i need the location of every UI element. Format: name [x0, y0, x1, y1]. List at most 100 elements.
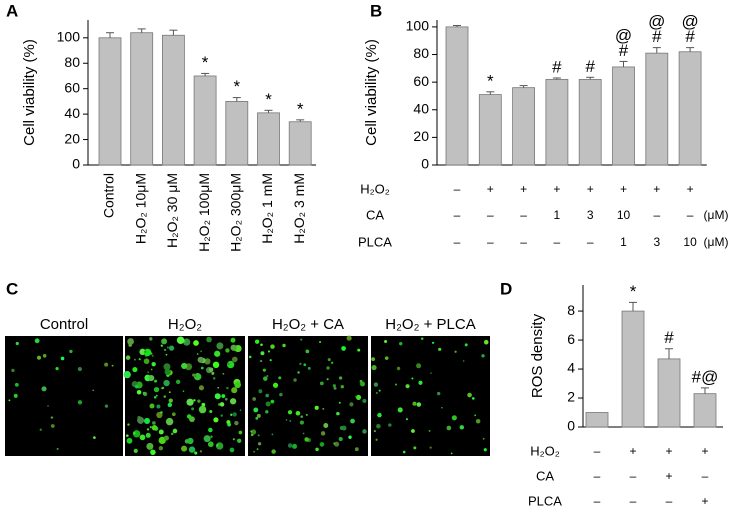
- cell: [265, 410, 269, 414]
- cell: [420, 337, 424, 340]
- bar: [257, 112, 280, 166]
- cell: [378, 389, 381, 392]
- cell: [142, 391, 146, 395]
- bar: [193, 75, 217, 166]
- cell: [355, 394, 362, 400]
- cell: [239, 409, 242, 412]
- row-cell: +: [665, 444, 672, 458]
- cell: [483, 339, 489, 345]
- significance-mark: #: [552, 57, 562, 76]
- cell: [260, 343, 263, 346]
- cell: [438, 347, 442, 351]
- cell: [232, 438, 235, 441]
- bar: [578, 78, 602, 166]
- cell: [299, 362, 302, 366]
- cell: [167, 402, 173, 408]
- cell: [111, 364, 114, 367]
- x-tick-label: H₂O₂ 1 mM: [259, 173, 275, 244]
- cell: [198, 385, 204, 391]
- cell: [206, 336, 212, 343]
- cell: [182, 390, 185, 392]
- cell: [194, 451, 198, 455]
- cell: [56, 447, 59, 450]
- y-axis-label: Cell viability (%): [21, 39, 38, 146]
- cell: [229, 398, 237, 405]
- cell: [214, 350, 221, 357]
- cell: [355, 395, 358, 398]
- cell: [197, 356, 204, 363]
- y-tick-label: 6: [567, 331, 575, 347]
- cell: [209, 409, 213, 414]
- cell: [214, 393, 221, 400]
- bar: [512, 87, 535, 166]
- cell: [377, 412, 382, 418]
- cell: [474, 414, 477, 417]
- cell: [230, 344, 237, 351]
- cell: [300, 415, 303, 418]
- cell: [77, 366, 82, 372]
- y-axis-label: ROS density: [529, 313, 546, 398]
- cell: [137, 416, 145, 424]
- cell: [237, 438, 242, 443]
- significance-mark: @: [615, 26, 632, 45]
- cell: [222, 372, 225, 375]
- cell: [326, 366, 330, 370]
- cell: [319, 381, 324, 386]
- row-cell: +: [687, 182, 694, 196]
- bar: [645, 52, 669, 166]
- cell: [208, 367, 214, 372]
- row-label: PLCA: [528, 493, 562, 508]
- cell: [126, 437, 133, 444]
- cell: [331, 361, 334, 364]
- cell: [411, 429, 415, 433]
- row-cell: –: [487, 208, 494, 222]
- cell: [431, 341, 435, 344]
- cell: [269, 359, 272, 362]
- cell: [285, 419, 288, 421]
- cell: [189, 416, 195, 423]
- cell: [348, 435, 352, 439]
- cell: [333, 386, 337, 390]
- cell: [132, 430, 141, 438]
- cell: [234, 420, 239, 426]
- cell: [454, 350, 457, 353]
- cell: [149, 403, 155, 409]
- cell: [93, 436, 96, 439]
- y-tick-label: 40: [64, 105, 80, 121]
- cell: [430, 372, 432, 374]
- cell: [295, 410, 301, 416]
- significance-mark: #: [652, 27, 662, 46]
- cell: [14, 382, 19, 387]
- cell: [153, 396, 157, 399]
- cell: [257, 442, 262, 446]
- cell: [327, 358, 331, 362]
- cell: [200, 366, 204, 370]
- cell: [412, 401, 417, 406]
- cell: [200, 350, 203, 353]
- cell: [257, 434, 260, 437]
- cell: [60, 356, 65, 361]
- cell: [201, 402, 206, 407]
- cell: [168, 345, 175, 351]
- cell: [160, 411, 163, 414]
- bar: [98, 37, 122, 166]
- significance-mark: *: [630, 282, 637, 301]
- image-label: H₂O₂ + PLCA: [385, 316, 475, 333]
- cell: [350, 418, 355, 424]
- cell: [256, 413, 261, 418]
- cell: [289, 419, 292, 422]
- significance-mark: #: [685, 27, 695, 46]
- row-label: PLCA: [358, 234, 392, 249]
- cell: [229, 447, 235, 453]
- cell: [203, 435, 211, 443]
- cell: [326, 378, 329, 381]
- cell: [193, 399, 196, 402]
- row-cell: 1: [620, 235, 627, 249]
- x-tick-label: H₂O₂ 10μM: [132, 173, 148, 244]
- cell: [429, 446, 432, 449]
- cell: [50, 424, 55, 428]
- row-cell: –: [487, 235, 494, 249]
- cell: [163, 379, 170, 387]
- cell: [216, 342, 224, 350]
